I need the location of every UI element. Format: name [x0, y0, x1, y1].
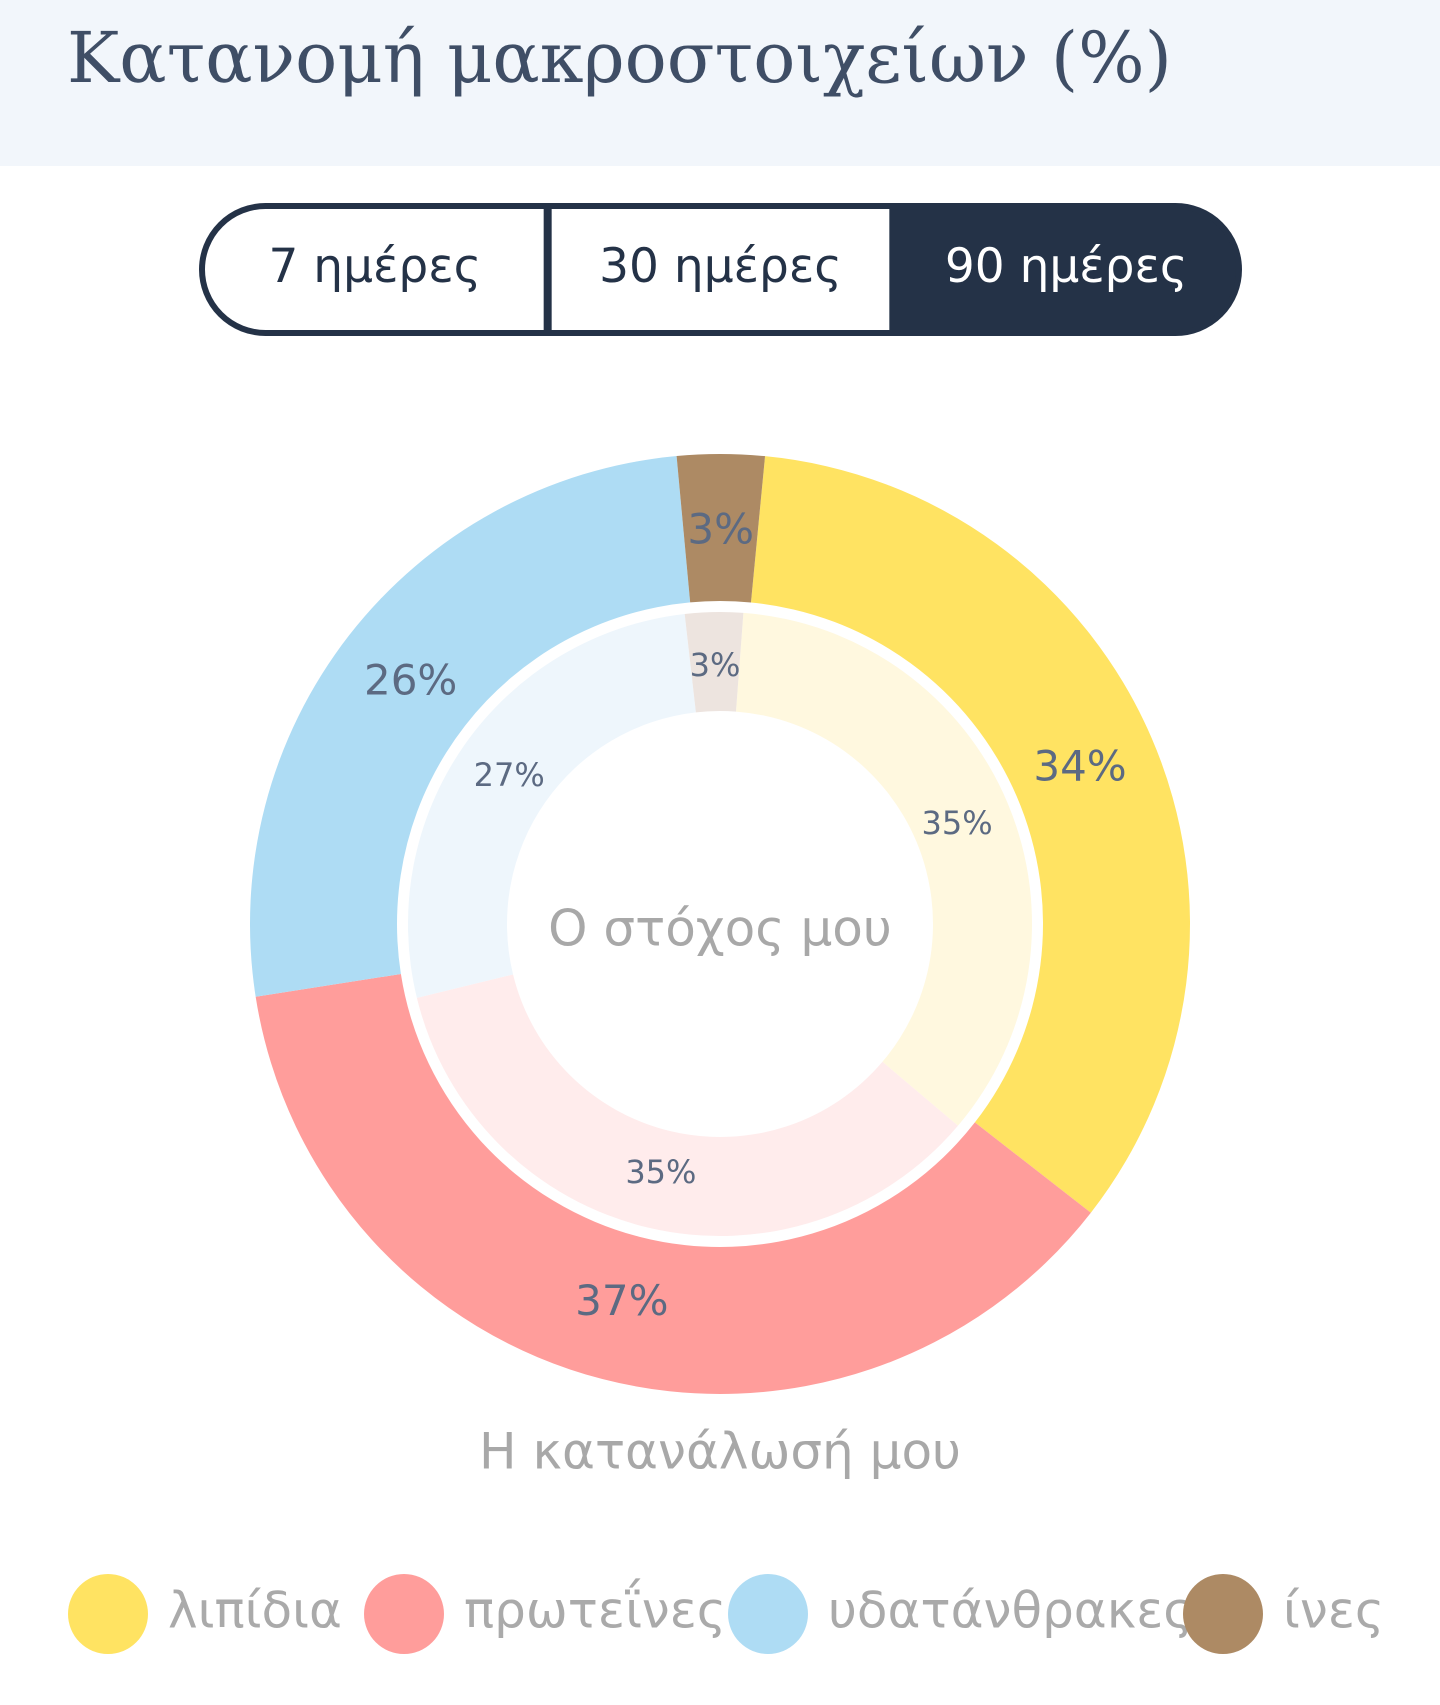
legend: λιπίδια πρωτεΐνες υδατάνθρακες ίνες	[68, 1574, 1384, 1654]
tab-border	[199, 203, 1242, 336]
value-label: 3%	[690, 646, 741, 684]
donut-chart: 35% 35% 27% 3% 34% 37% 26% 3% Ο στόχος μου Η κατα…	[250, 453, 1190, 1481]
donut-segment	[735, 612, 1032, 1126]
tab-label[interactable]: 30 ημέρες	[599, 239, 842, 294]
outer-ring-name: Η κατανάλωσή μου	[479, 1423, 961, 1481]
value-label: 35%	[922, 804, 993, 842]
value-label: 34%	[1033, 741, 1126, 790]
legend-swatch	[1183, 1574, 1263, 1654]
inner-ring-name: Ο στόχος μου	[548, 900, 892, 958]
header-title: Κατανομή μακροστοιχείων (%)	[67, 17, 1172, 99]
value-label: 26%	[364, 656, 457, 705]
value-label: 37%	[575, 1276, 668, 1325]
value-label: 35%	[625, 1153, 696, 1191]
tab-button[interactable]	[547, 206, 894, 333]
header-band	[0, 0, 1440, 166]
value-label: 3%	[687, 505, 754, 554]
legend-swatch	[68, 1574, 148, 1654]
legend-label: υδατάνθρακες	[828, 1582, 1193, 1640]
donut-segment	[676, 453, 766, 603]
tab-button[interactable]	[893, 206, 1239, 333]
donut-segment	[250, 456, 691, 997]
legend-label: ίνες	[1283, 1582, 1384, 1640]
tab-label[interactable]: 90 ημέρες	[945, 239, 1188, 294]
donut-segment	[750, 456, 1190, 1213]
donut-segment	[684, 611, 744, 713]
legend-swatch	[728, 1574, 808, 1654]
legend-swatch	[364, 1574, 444, 1654]
legend-label: λιπίδια	[168, 1582, 342, 1640]
value-label: 27%	[474, 756, 545, 794]
tab-bar: 7 ημέρες 30 ημέρες 90 ημέρες	[199, 203, 1242, 336]
donut-segment	[407, 614, 696, 998]
donut-segment	[255, 973, 1091, 1394]
tab-button[interactable]	[202, 206, 548, 333]
tab-label[interactable]: 7 ημέρες	[268, 239, 481, 294]
donut-segment	[416, 974, 958, 1236]
legend-label: πρωτεΐνες	[464, 1579, 726, 1640]
